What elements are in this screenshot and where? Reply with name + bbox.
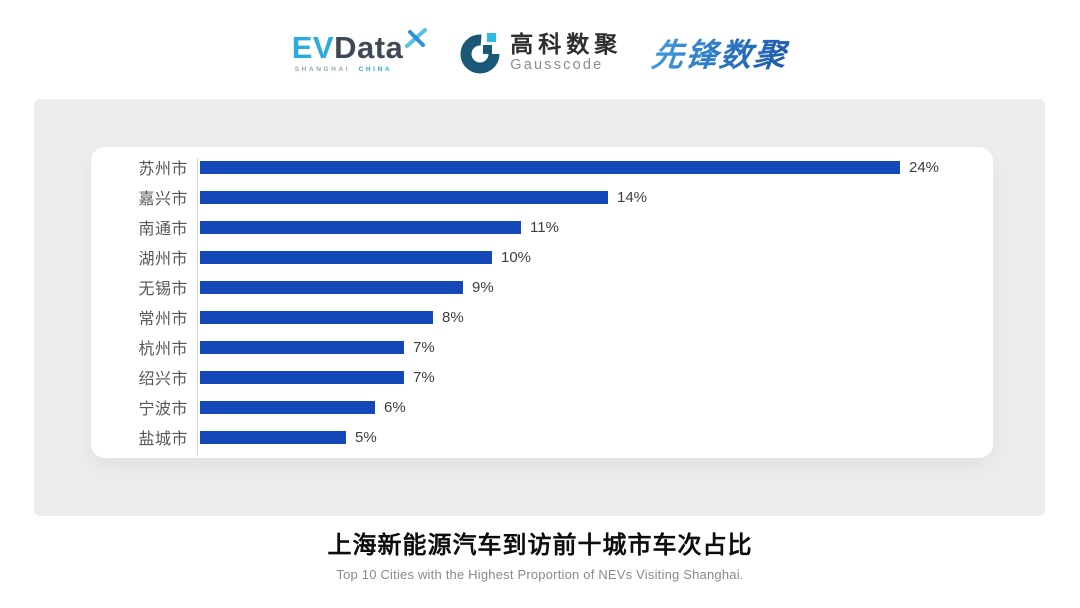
chart-row: 盐城市 5% xyxy=(91,422,993,452)
bar xyxy=(200,250,492,264)
bar xyxy=(200,430,346,444)
bar-value-label: 11% xyxy=(530,218,559,236)
gausscode-en-text: Gausscode xyxy=(510,57,604,74)
bar-category-label: 南通市 xyxy=(138,221,188,238)
logo-header: EV Data SHANGHAI CHINA 高科数聚 Gausscode 先锋… xyxy=(0,22,1080,84)
chart-rows: 苏州市 24% 嘉兴市 14% 南通市 11% 湖州市 10% 无锡市 9% xyxy=(91,152,993,452)
gausscode-cn-text: 高科数聚 xyxy=(510,31,623,58)
bar xyxy=(200,340,404,354)
chart-panel: 苏州市 24% 嘉兴市 14% 南通市 11% 湖州市 10% 无锡市 9% xyxy=(34,99,1045,516)
bar-value-label: 10% xyxy=(501,248,532,266)
chart-row: 绍兴市 7% xyxy=(91,362,993,392)
bar-value-label: 24% xyxy=(909,158,940,176)
bar-category-label: 宁波市 xyxy=(138,401,188,418)
bar-value-label: 7% xyxy=(413,338,435,356)
y-axis-line xyxy=(197,158,198,457)
evdata-shanghai-text: SHANGHAI xyxy=(294,66,351,74)
chart-subtitle: Top 10 Cities with the Highest Proportio… xyxy=(336,567,744,582)
bar-category-label: 盐城市 xyxy=(138,431,188,448)
chart-row: 宁波市 6% xyxy=(91,392,993,422)
bar-value-label: 8% xyxy=(442,308,464,326)
bar-category-label: 湖州市 xyxy=(138,251,188,268)
bar-value-label: 5% xyxy=(355,428,377,446)
chart-row: 湖州市 10% xyxy=(91,242,993,272)
bar-chart: 苏州市 24% 嘉兴市 14% 南通市 11% 湖州市 10% 无锡市 9% xyxy=(91,152,993,457)
bar-category-label: 杭州市 xyxy=(138,341,188,358)
evdata-logo: EV Data SHANGHAI CHINA xyxy=(291,28,429,74)
bar xyxy=(200,190,608,204)
gausscode-logo: 高科数聚 Gausscode xyxy=(458,31,622,75)
evdata-china-text: CHINA xyxy=(358,66,393,74)
bar xyxy=(200,160,900,174)
bar xyxy=(200,220,521,234)
chart-row: 嘉兴市 14% xyxy=(91,182,993,212)
bar xyxy=(200,370,404,384)
bar-category-label: 嘉兴市 xyxy=(138,191,188,208)
pioneer-logo: 先锋数聚 xyxy=(649,30,791,76)
chart-row: 常州市 8% xyxy=(91,302,993,332)
evdata-subtext: SHANGHAI CHINA xyxy=(292,67,429,74)
bar-value-label: 6% xyxy=(384,398,406,416)
bar-category-label: 苏州市 xyxy=(138,161,188,178)
chart-row: 杭州市 7% xyxy=(91,332,993,362)
bar xyxy=(200,280,463,294)
bar-category-label: 常州市 xyxy=(138,311,188,328)
bar xyxy=(200,310,433,324)
bar-value-label: 14% xyxy=(617,188,648,206)
chart-title: 上海新能源汽车到访前十城市车次占比 xyxy=(327,532,753,559)
evdata-ev-text: EV xyxy=(291,30,335,66)
bar-category-label: 绍兴市 xyxy=(138,371,188,388)
bar-value-label: 9% xyxy=(472,278,494,296)
chart-row: 苏州市 24% xyxy=(91,152,993,182)
chart-row: 无锡市 9% xyxy=(91,272,993,302)
bar-category-label: 无锡市 xyxy=(138,281,188,298)
bar xyxy=(200,400,375,414)
chart-card: 苏州市 24% 嘉兴市 14% 南通市 11% 湖州市 10% 无锡市 9% xyxy=(91,147,993,458)
chart-row: 南通市 11% xyxy=(91,212,993,242)
evdata-data-text: Data xyxy=(334,30,404,66)
bar-value-label: 7% xyxy=(413,368,435,386)
gausscode-g-icon xyxy=(460,33,500,74)
caption: 上海新能源汽车到访前十城市车次占比 Top 10 Cities with the… xyxy=(0,531,1080,582)
evdata-x-icon xyxy=(405,28,428,49)
